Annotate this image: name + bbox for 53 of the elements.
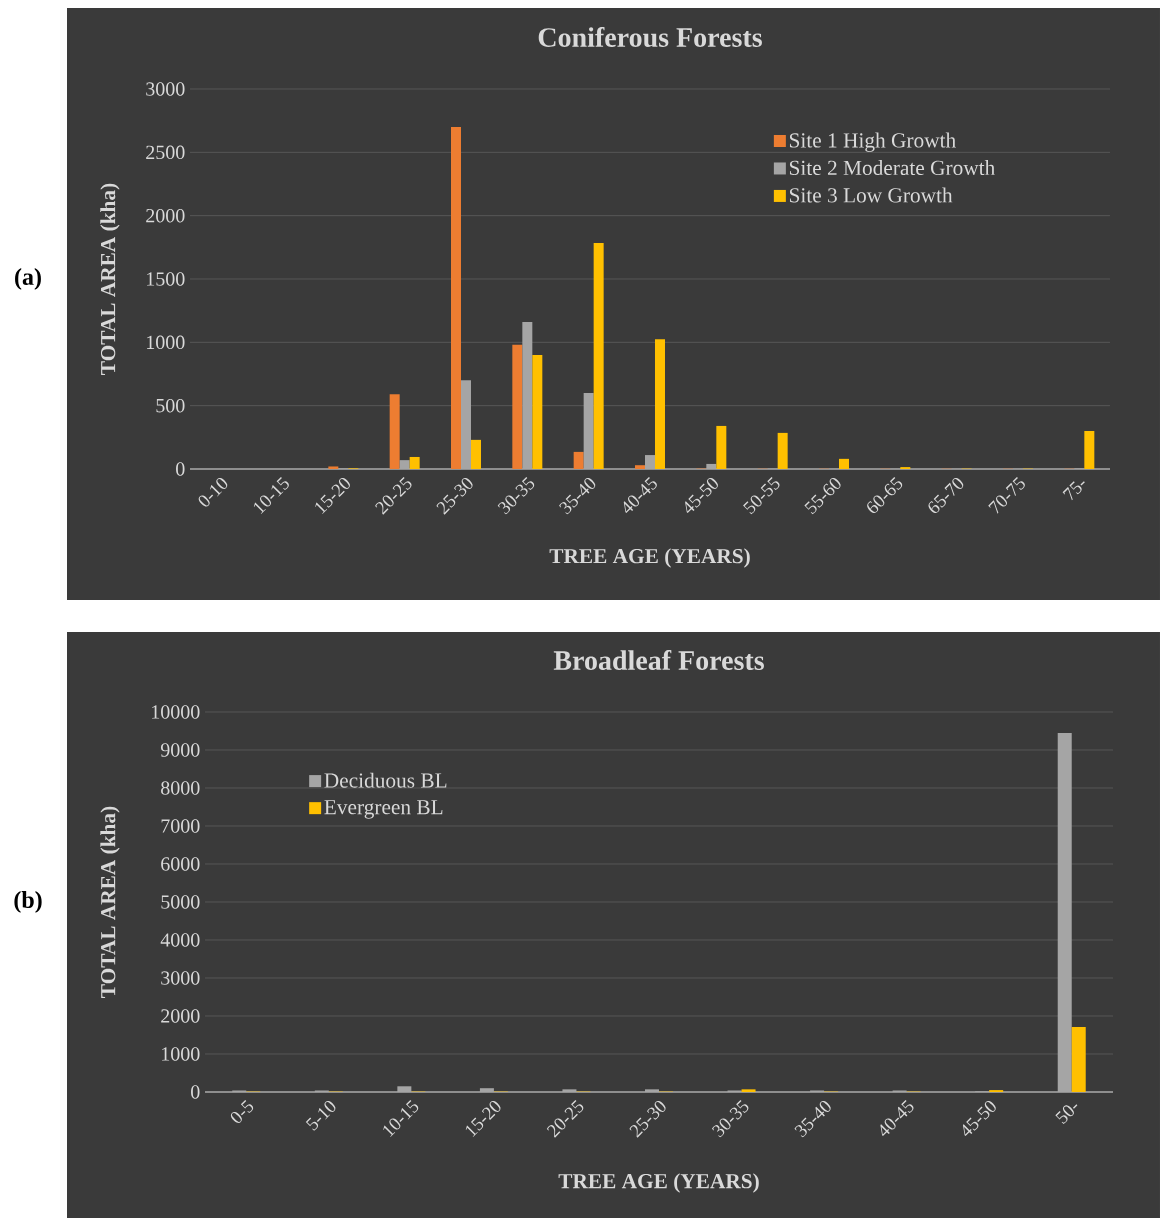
bar	[389, 394, 400, 469]
x-tick-label: 5-10	[305, 1100, 336, 1131]
legend-label: Site 3 Low Growth	[789, 187, 953, 203]
y-axis-title: TOTAL AREA (kha)	[100, 183, 120, 375]
y-tick-label: 2000	[146, 208, 185, 223]
legend-label: Site 2 Moderate Growth	[789, 160, 996, 176]
y-axis-title: TOTAL AREA (kha)	[100, 806, 120, 998]
y-tick-label: 9000	[160, 743, 200, 757]
y-tick-label: 1500	[147, 272, 185, 286]
legend-label: Deciduous BL	[324, 772, 447, 788]
bar	[634, 465, 645, 469]
bar	[451, 126, 461, 469]
y-tick-label: 500	[156, 398, 185, 413]
y-tick-label: 8000	[161, 781, 200, 795]
bar	[593, 242, 604, 469]
text: (a)	[15, 268, 41, 290]
chart-title: Coniferous Forests	[538, 26, 762, 48]
bar	[532, 354, 543, 469]
legend-label: Evergreen BL	[324, 800, 443, 819]
y-tick-label: 0	[176, 462, 185, 476]
x-tick-label: 50-	[1055, 1104, 1078, 1125]
x-tick-label: 0-10	[198, 477, 228, 507]
text: (b)	[14, 891, 42, 913]
y-tick-label: 0	[191, 1085, 200, 1099]
y-tick-label: 7000	[161, 819, 200, 833]
y-tick-label: 3000	[161, 971, 200, 985]
y-tick-label: 1000	[147, 335, 185, 350]
y-tick-label: 2500	[146, 145, 185, 160]
y-tick-label: 10000	[152, 705, 200, 719]
x-tick-label: 75-	[1062, 481, 1085, 501]
bar	[409, 456, 420, 469]
y-tick-label: 3000	[146, 82, 185, 96]
chart-title: Broadleaf Forests	[553, 649, 764, 670]
bar	[1071, 1027, 1086, 1092]
bar	[471, 439, 481, 469]
legend-label: Site 1 High Growth	[789, 132, 956, 152]
bar	[838, 458, 849, 469]
y-tick-label: 6000	[161, 857, 200, 871]
x-axis-title: TREE AGE (YEARS)	[558, 1173, 759, 1193]
bar	[655, 339, 665, 469]
bar	[741, 1089, 756, 1092]
x-axis-title: TREE AGE (YEARS)	[549, 548, 750, 568]
bar	[1084, 431, 1095, 469]
y-tick-label: 5000	[161, 895, 200, 909]
bar	[512, 344, 523, 469]
bar	[716, 425, 727, 469]
x-tick-label: 0-5	[230, 1099, 254, 1123]
bar	[777, 432, 788, 469]
bar	[328, 466, 339, 469]
y-tick-label: 1000	[162, 1047, 200, 1061]
y-tick-label: 2000	[161, 1009, 200, 1023]
y-tick-label: 4000	[160, 933, 200, 947]
bar	[573, 451, 584, 469]
